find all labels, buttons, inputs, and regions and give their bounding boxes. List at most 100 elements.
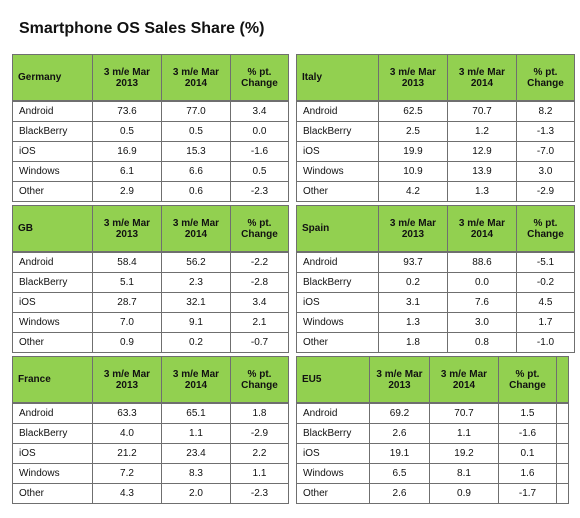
os-name-cell: Android (296, 101, 379, 122)
os-name-cell: Other (296, 181, 379, 202)
value-2014-cell: 7.6 (447, 292, 517, 313)
os-name-cell: iOS (296, 443, 370, 464)
table-row: iOS 3.1 7.6 4.5 (296, 292, 575, 313)
change-cell: -2.9 (516, 181, 575, 202)
table-row: Other 0.9 0.2 -0.7 (12, 332, 289, 353)
col-header-change: % pt. Change (516, 205, 575, 252)
region-header: France (12, 356, 93, 403)
change-cell: 0.5 (230, 161, 289, 182)
value-2013-cell: 5.1 (92, 272, 162, 293)
value-2013-cell: 7.0 (92, 312, 162, 333)
change-cell: -1.6 (498, 423, 557, 444)
value-2013-cell: 2.5 (378, 121, 448, 142)
value-2014-cell: 70.7 (429, 403, 499, 424)
os-name-cell: Windows (12, 312, 93, 333)
col-header-2014: 3 m/e Mar 2014 (429, 356, 499, 403)
value-2014-cell: 65.1 (161, 403, 231, 424)
value-2013-cell: 2.6 (369, 483, 430, 504)
change-cell: 4.5 (516, 292, 575, 313)
value-2013-cell: 4.3 (92, 483, 162, 504)
table-row: BlackBerry 0.5 0.5 0.0 (12, 121, 289, 142)
value-2013-cell: 1.3 (378, 312, 448, 333)
change-cell: -1.7 (498, 483, 557, 504)
value-2013-cell: 10.9 (378, 161, 448, 182)
row-filler (556, 403, 569, 424)
os-name-cell: iOS (12, 141, 93, 162)
value-2013-cell: 7.2 (92, 463, 162, 484)
value-2014-cell: 0.6 (161, 181, 231, 202)
value-2013-cell: 2.6 (369, 423, 430, 444)
header-row: GB 3 m/e Mar 2013 3 m/e Mar 2014% pt. Chan… (12, 205, 289, 252)
change-cell: -2.3 (230, 181, 289, 202)
value-2013-cell: 19.1 (369, 443, 430, 464)
table-row: Windows 6.1 6.6 0.5 (12, 161, 289, 182)
value-2014-cell: 77.0 (161, 101, 231, 122)
value-2014-cell: 0.8 (447, 332, 517, 353)
value-2014-cell: 0.0 (447, 272, 517, 293)
col-header-2014: 3 m/e Mar 2014 (447, 205, 517, 252)
value-2014-cell: 3.0 (447, 312, 517, 333)
os-name-cell: BlackBerry (296, 423, 370, 444)
os-name-cell: Android (12, 403, 93, 424)
value-2014-cell: 2.3 (161, 272, 231, 293)
change-cell: 1.7 (516, 312, 575, 333)
value-2014-cell: 32.1 (161, 292, 231, 313)
col-header-2013: 3 m/e Mar 2013 (92, 356, 162, 403)
table-row: iOS 21.2 23.4 2.2 (12, 443, 289, 464)
col-header-2014: 3 m/e Mar 2014 (161, 54, 231, 101)
change-cell: 1.5 (498, 403, 557, 424)
value-2013-cell: 58.4 (92, 252, 162, 273)
os-name-cell: iOS (12, 443, 93, 464)
value-2013-cell: 0.9 (92, 332, 162, 353)
col-header-2014: 3 m/e Mar 2014 (161, 356, 231, 403)
value-2014-cell: 6.6 (161, 161, 231, 182)
table-row: Windows 7.2 8.3 1.1 (12, 463, 289, 484)
value-2013-cell: 21.2 (92, 443, 162, 464)
value-2013-cell: 6.1 (92, 161, 162, 182)
value-2014-cell: 1.1 (429, 423, 499, 444)
value-2014-cell: 8.1 (429, 463, 499, 484)
change-cell: -0.2 (516, 272, 575, 293)
value-2013-cell: 19.9 (378, 141, 448, 162)
value-2013-cell: 93.7 (378, 252, 448, 273)
os-name-cell: Other (12, 483, 93, 504)
change-cell: -0.7 (230, 332, 289, 353)
col-header-2013: 3 m/e Mar 2013 (92, 54, 162, 101)
table-row: Android 62.5 70.7 8.2 (296, 101, 575, 122)
header-row: Spain 3 m/e Mar 2013 3 m/e Mar 2014% pt. C… (296, 205, 575, 252)
change-cell: -2.9 (230, 423, 289, 444)
table-row: Android 93.7 88.6 -5.1 (296, 252, 575, 273)
table-italy: Italy 3 m/e Mar 2013 3 m/e Mar 2014% pt. C… (296, 54, 575, 202)
value-2014-cell: 8.3 (161, 463, 231, 484)
os-name-cell: Windows (12, 161, 93, 182)
header-row: Italy 3 m/e Mar 2013 3 m/e Mar 2014% pt. C… (296, 54, 575, 101)
table-row: Windows 6.5 8.1 1.6 (296, 463, 569, 484)
os-name-cell: iOS (296, 141, 379, 162)
change-cell: -7.0 (516, 141, 575, 162)
region-header: GB (12, 205, 93, 252)
table-row: iOS 19.9 12.9 -7.0 (296, 141, 575, 162)
change-cell: 2.2 (230, 443, 289, 464)
table-row: Other 4.3 2.0 -2.3 (12, 483, 289, 504)
value-2014-cell: 0.2 (161, 332, 231, 353)
table-row: iOS 16.9 15.3 -1.6 (12, 141, 289, 162)
value-2014-cell: 15.3 (161, 141, 231, 162)
table-row: Other 4.2 1.3 -2.9 (296, 181, 575, 202)
value-2013-cell: 73.6 (92, 101, 162, 122)
os-name-cell: BlackBerry (296, 121, 379, 142)
table-row: Windows 10.9 13.9 3.0 (296, 161, 575, 182)
value-2014-cell: 0.9 (429, 483, 499, 504)
value-2014-cell: 70.7 (447, 101, 517, 122)
change-cell: 0.0 (230, 121, 289, 142)
change-cell: 1.6 (498, 463, 557, 484)
col-header-change: % pt. Change (230, 54, 289, 101)
col-header-2013: 3 m/e Mar 2013 (378, 54, 448, 101)
os-name-cell: Windows (12, 463, 93, 484)
change-cell: -2.8 (230, 272, 289, 293)
table-row: Other 2.9 0.6 -2.3 (12, 181, 289, 202)
value-2014-cell: 23.4 (161, 443, 231, 464)
table-row: Other 1.8 0.8 -1.0 (296, 332, 575, 353)
page-title: Smartphone OS Sales Share (%) (19, 20, 265, 37)
value-2014-cell: 19.2 (429, 443, 499, 464)
os-name-cell: Android (296, 403, 370, 424)
